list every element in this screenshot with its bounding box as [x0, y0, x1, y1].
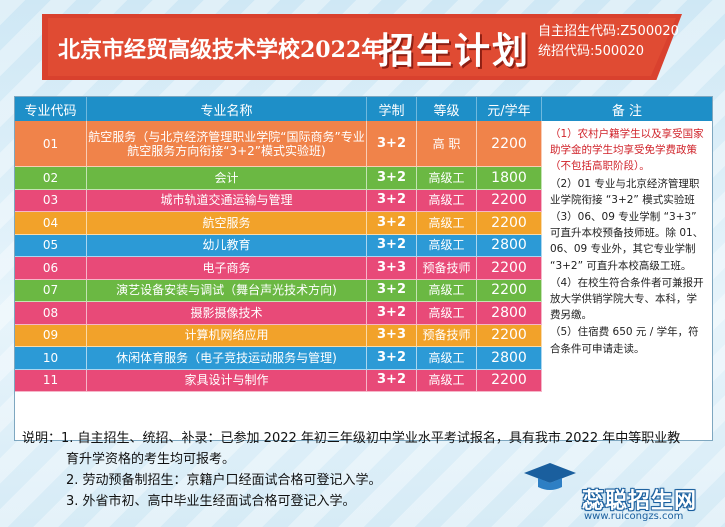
row-years: 3+2: [367, 167, 417, 190]
row-name: 摄影摄像技术: [87, 302, 367, 325]
row-name: 计算机网络应用: [87, 324, 367, 347]
row-years: 3+2: [367, 212, 417, 235]
row-level: 预备技师: [417, 257, 477, 280]
row-years: 3+2: [367, 234, 417, 257]
note-4: （4）在校生符合条件者可兼报开放大学供销学院大专、本科，学费另缴。: [550, 276, 704, 322]
row-name: 家具设计与制作: [87, 369, 367, 392]
notes-cell: （1）农村户籍学生以及享受国家助学金的学生均享受免学费政策（不包括高职阶段）。 …: [542, 121, 712, 440]
enrollment-table: 专业代码 专业名称 学制 等级 元/学年 备 注 01 航空服务（与北京经济管理职…: [14, 96, 713, 441]
table-row: 11 家具设计与制作 3+2 高级工 2200: [15, 369, 542, 392]
row-fee: 2200: [477, 279, 542, 302]
row-years: 3+3: [367, 257, 417, 280]
row-fee: 2200: [477, 212, 542, 235]
row-code: 08: [15, 302, 87, 325]
row-code: 05: [15, 234, 87, 257]
self-enroll-code: 自主招生代码:Z500020: [538, 24, 679, 39]
row-years: 3+2: [367, 302, 417, 325]
table-row: 07 演艺设备安装与调试（舞台声光技术方向) 3+2 高级工 2200: [15, 279, 542, 302]
row-name: 幼儿教育: [87, 234, 367, 257]
row-level: 高级工: [417, 234, 477, 257]
table-row: 08 摄影摄像技术 3+2 高级工 2800: [15, 302, 542, 325]
table-row: 05 幼儿教育 3+2 高级工 2800: [15, 234, 542, 257]
row-name: 城市轨道交通运输与管理: [87, 189, 367, 212]
row-level: 高级工: [417, 369, 477, 392]
row-fee: 2200: [477, 121, 542, 167]
school-name: 北京市经贸高级技术学校2022年: [58, 37, 384, 63]
row-code: 10: [15, 347, 87, 370]
table-row: 06 电子商务 3+3 预备技师 2200: [15, 257, 542, 280]
watermark-name: 蕊聪招生网: [582, 489, 698, 514]
col-code: 专业代码: [15, 97, 87, 121]
footer-line-1: 说明：1. 自主招生、统招、补录：已参加 2022 年初三年级初中学业水平考试报…: [22, 431, 681, 446]
row-fee: 2800: [477, 302, 542, 325]
row-fee: 2800: [477, 347, 542, 370]
table-body: 01 航空服务（与北京经济管理职业学院“国际商务”专业航空服务方向衔接“3+2”模…: [15, 121, 542, 440]
title-banner: [42, 14, 682, 80]
table-row: 09 计算机网络应用 3+3 预备技师 2200: [15, 324, 542, 347]
row-fee: 2200: [477, 324, 542, 347]
row-years: 3+2: [367, 279, 417, 302]
table-row: 02 会计 3+2 高级工 1800: [15, 167, 542, 190]
table-row: 01 航空服务（与北京经济管理职业学院“国际商务”专业航空服务方向衔接“3+2”模…: [15, 121, 542, 167]
table-row: 10 休闲体育服务（电子竞技运动服务与管理) 3+2 高级工 2800: [15, 347, 542, 370]
row-level: 高级工: [417, 302, 477, 325]
row-level: 高 职: [417, 121, 477, 167]
col-notes: 备 注: [611, 103, 643, 119]
table-header: 专业代码 专业名称 学制 等级 元/学年 备 注: [15, 97, 712, 121]
row-code: 06: [15, 257, 87, 280]
footer-notes: 说明：1. 自主招生、统招、补录：已参加 2022 年初三年级初中学业水平考试报…: [22, 428, 680, 512]
row-code: 07: [15, 279, 87, 302]
row-years: 3+2: [367, 369, 417, 392]
watermark-logo: 蕊聪招生网 www.ruicongzs.com: [574, 483, 724, 523]
row-name: 会计: [87, 167, 367, 190]
col-level: 等级: [417, 97, 477, 121]
row-years: 3+2: [367, 121, 417, 167]
row-code: 09: [15, 324, 87, 347]
row-name: 航空服务（与北京经济管理职业学院“国际商务”专业航空服务方向衔接“3+2”模式实…: [87, 121, 367, 167]
table-row: 03 城市轨道交通运输与管理 3+2 高级工 2200: [15, 189, 542, 212]
row-name: 演艺设备安装与调试（舞台声光技术方向): [87, 279, 367, 302]
row-level: 高级工: [417, 167, 477, 190]
row-fee: 2200: [477, 257, 542, 280]
note-2: （2）01 专业与北京经济管理职业学院衔接 “3+2” 模式实验班: [550, 177, 700, 206]
row-level: 高级工: [417, 279, 477, 302]
row-years: 3+3: [367, 324, 417, 347]
note-1: （1）农村户籍学生以及享受国家助学金的学生均享受免学费政策（不包括高职阶段）。: [550, 128, 704, 173]
row-code: 03: [15, 189, 87, 212]
row-level: 高级工: [417, 347, 477, 370]
plan-title: 招生计划: [378, 31, 531, 72]
footer-line-4: 3. 外省市初、高中毕业生经面试合格可登记入学。: [66, 494, 356, 509]
col-fee: 元/学年: [477, 97, 542, 121]
row-fee: 2200: [477, 369, 542, 392]
col-name: 专业名称: [87, 97, 367, 121]
row-code: 04: [15, 212, 87, 235]
row-code: 01: [15, 121, 87, 167]
row-code: 11: [15, 369, 87, 392]
row-fee: 1800: [477, 167, 542, 190]
row-years: 3+2: [367, 189, 417, 212]
row-years: 3+2: [367, 347, 417, 370]
table-row: 04 航空服务 3+2 高级工 2200: [15, 212, 542, 235]
row-name: 休闲体育服务（电子竞技运动服务与管理): [87, 347, 367, 370]
row-fee: 2200: [477, 189, 542, 212]
enrollment-codes: 自主招生代码:Z500020 统招代码:500020: [538, 22, 679, 62]
row-name: 电子商务: [87, 257, 367, 280]
row-level: 高级工: [417, 212, 477, 235]
row-code: 02: [15, 167, 87, 190]
row-fee: 2800: [477, 234, 542, 257]
note-3: （3）06、09 专业学制 “3+3” 可直升本校预备技师班。除 01、06、0…: [550, 211, 704, 272]
graduation-cap-icon: [524, 463, 576, 490]
footer-line-3: 2. 劳动预备制招生：京籍户口经面试合格可登记入学。: [66, 473, 382, 488]
row-name: 航空服务: [87, 212, 367, 235]
row-level: 预备技师: [417, 324, 477, 347]
unified-code: 统招代码:500020: [538, 44, 645, 59]
watermark-url: www.ruicongzs.com: [584, 511, 684, 522]
note-5: （5）住宿费 650 元 / 学年，符合条件可申请走读。: [550, 326, 699, 355]
row-level: 高级工: [417, 189, 477, 212]
col-years: 学制: [367, 97, 417, 121]
footer-line-2: 育升学资格的考生均可报考。: [66, 452, 236, 467]
